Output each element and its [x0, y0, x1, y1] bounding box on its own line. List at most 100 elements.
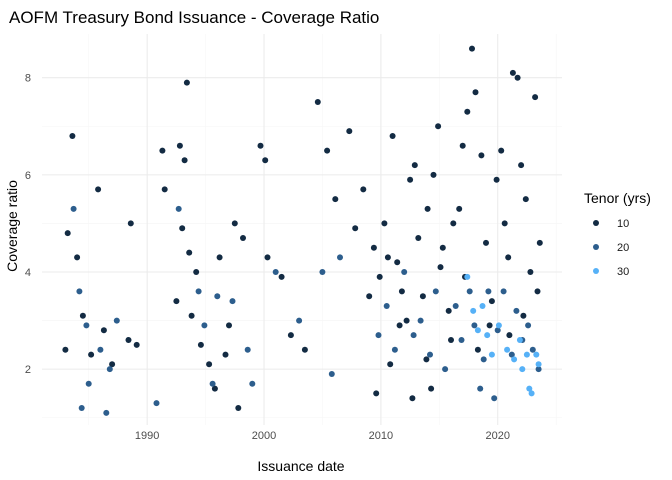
data-point-tenor-10 — [366, 293, 373, 300]
data-point-tenor-10 — [301, 346, 308, 353]
data-point-tenor-20 — [471, 322, 478, 329]
data-point-tenor-20 — [113, 317, 120, 324]
data-point-tenor-10 — [193, 269, 200, 275]
data-point-tenor-10 — [373, 390, 380, 397]
legend: Tenor (yrs) 10 20 30 — [584, 190, 651, 278]
data-point-tenor-10 — [532, 94, 539, 101]
data-point-tenor-20 — [480, 356, 487, 363]
data-point-tenor-10 — [448, 337, 454, 343]
x-tick-label: 2000 — [252, 430, 276, 442]
data-point-tenor-10 — [474, 346, 481, 353]
data-point-tenor-10 — [469, 45, 475, 52]
data-point-tenor-10 — [456, 205, 463, 212]
data-point-tenor-10 — [381, 220, 388, 227]
data-point-tenor-20 — [195, 288, 202, 295]
data-point-tenor-20 — [85, 380, 92, 387]
data-point-tenor-30 — [470, 307, 477, 314]
data-point-tenor-10 — [527, 269, 534, 275]
y-tick-label: 6 — [25, 170, 31, 182]
data-point-tenor-20 — [97, 346, 104, 353]
data-point-tenor-20 — [214, 293, 221, 300]
gridlines — [42, 34, 562, 425]
legend-label-20: 20 — [617, 242, 629, 254]
data-point-tenor-10 — [314, 99, 321, 105]
data-point-tenor-20 — [442, 366, 449, 373]
data-point-tenor-10 — [346, 128, 353, 135]
data-point-tenor-20 — [319, 269, 326, 275]
data-point-tenor-10 — [396, 322, 403, 329]
data-point-tenor-30 — [535, 361, 542, 368]
data-point-tenor-10 — [183, 79, 190, 86]
data-point-tenor-10 — [370, 244, 377, 251]
data-point-tenor-30 — [533, 351, 540, 358]
data-point-tenor-10 — [459, 142, 466, 149]
legend-key-10 — [593, 220, 599, 226]
data-point-tenor-20 — [494, 327, 501, 334]
data-point-tenor-20 — [78, 405, 85, 411]
data-point-tenor-10 — [159, 147, 166, 154]
data-point-tenor-10 — [278, 273, 285, 280]
data-point-tenor-20 — [249, 380, 256, 387]
x-axis-title: Issuance date — [257, 458, 344, 474]
data-point-tenor-20 — [529, 346, 536, 353]
legend-label-30: 30 — [617, 266, 629, 278]
data-point-tenor-20 — [466, 288, 473, 295]
data-point-tenor-20 — [458, 337, 465, 343]
data-point-tenor-10 — [79, 312, 86, 319]
data-point-tenor-20 — [229, 298, 236, 305]
data-point-tenor-10 — [257, 142, 264, 149]
data-point-tenor-20 — [432, 288, 439, 295]
data-point-tenor-30 — [526, 385, 533, 392]
data-point-tenor-10 — [206, 361, 213, 368]
data-point-tenor-10 — [464, 108, 471, 115]
data-point-tenor-10 — [197, 341, 204, 348]
data-point-tenor-20 — [296, 317, 303, 324]
data-point-tenor-10 — [62, 346, 69, 353]
data-point-tenor-30 — [519, 366, 526, 373]
x-tick-label: 2020 — [485, 430, 509, 442]
data-point-tenor-10 — [352, 225, 359, 232]
data-point-tenor-10 — [415, 235, 422, 241]
data-point-tenor-10 — [437, 264, 444, 271]
data-point-tenor-10 — [536, 239, 543, 246]
legend-entries: 10 20 30 — [593, 218, 629, 278]
data-point-tenor-30 — [484, 332, 491, 339]
data-point-tenor-10 — [488, 298, 495, 305]
data-point-tenor-20 — [477, 385, 484, 392]
data-point-tenor-20 — [410, 332, 417, 339]
data-point-tenor-10 — [411, 162, 418, 169]
data-point-tenor-20 — [383, 303, 390, 309]
data-point-tenor-10 — [88, 351, 95, 358]
data-point-tenor-20 — [337, 254, 343, 261]
data-point-tenor-10 — [514, 74, 521, 81]
data-point-tenor-20 — [427, 351, 433, 358]
data-points — [62, 45, 543, 416]
data-point-tenor-10 — [472, 89, 479, 96]
data-point-tenor-30 — [488, 351, 495, 358]
data-point-tenor-10 — [450, 220, 457, 227]
data-point-tenor-10 — [125, 337, 132, 343]
data-point-tenor-30 — [479, 303, 486, 309]
data-point-tenor-10 — [445, 307, 452, 314]
data-point-tenor-10 — [109, 361, 116, 368]
data-point-tenor-10 — [394, 259, 401, 266]
data-point-tenor-10 — [127, 220, 134, 227]
data-point-tenor-10 — [216, 254, 223, 261]
data-point-tenor-10 — [133, 341, 140, 348]
y-tick-label: 4 — [25, 267, 31, 279]
data-point-tenor-20 — [153, 400, 160, 407]
data-point-tenor-10 — [360, 186, 367, 193]
data-point-tenor-10 — [69, 133, 76, 139]
data-point-tenor-20 — [272, 269, 279, 275]
data-point-tenor-10 — [534, 288, 541, 295]
data-point-tenor-10 — [376, 273, 383, 280]
data-point-tenor-10 — [64, 230, 71, 237]
data-point-tenor-10 — [407, 176, 414, 183]
data-point-tenor-10 — [262, 157, 269, 164]
data-point-tenor-10 — [226, 322, 232, 329]
data-point-tenor-20 — [391, 346, 398, 353]
data-point-tenor-10 — [403, 317, 410, 324]
data-point-tenor-10 — [483, 239, 489, 246]
data-point-tenor-30 — [474, 327, 481, 334]
data-point-tenor-10 — [498, 147, 505, 154]
